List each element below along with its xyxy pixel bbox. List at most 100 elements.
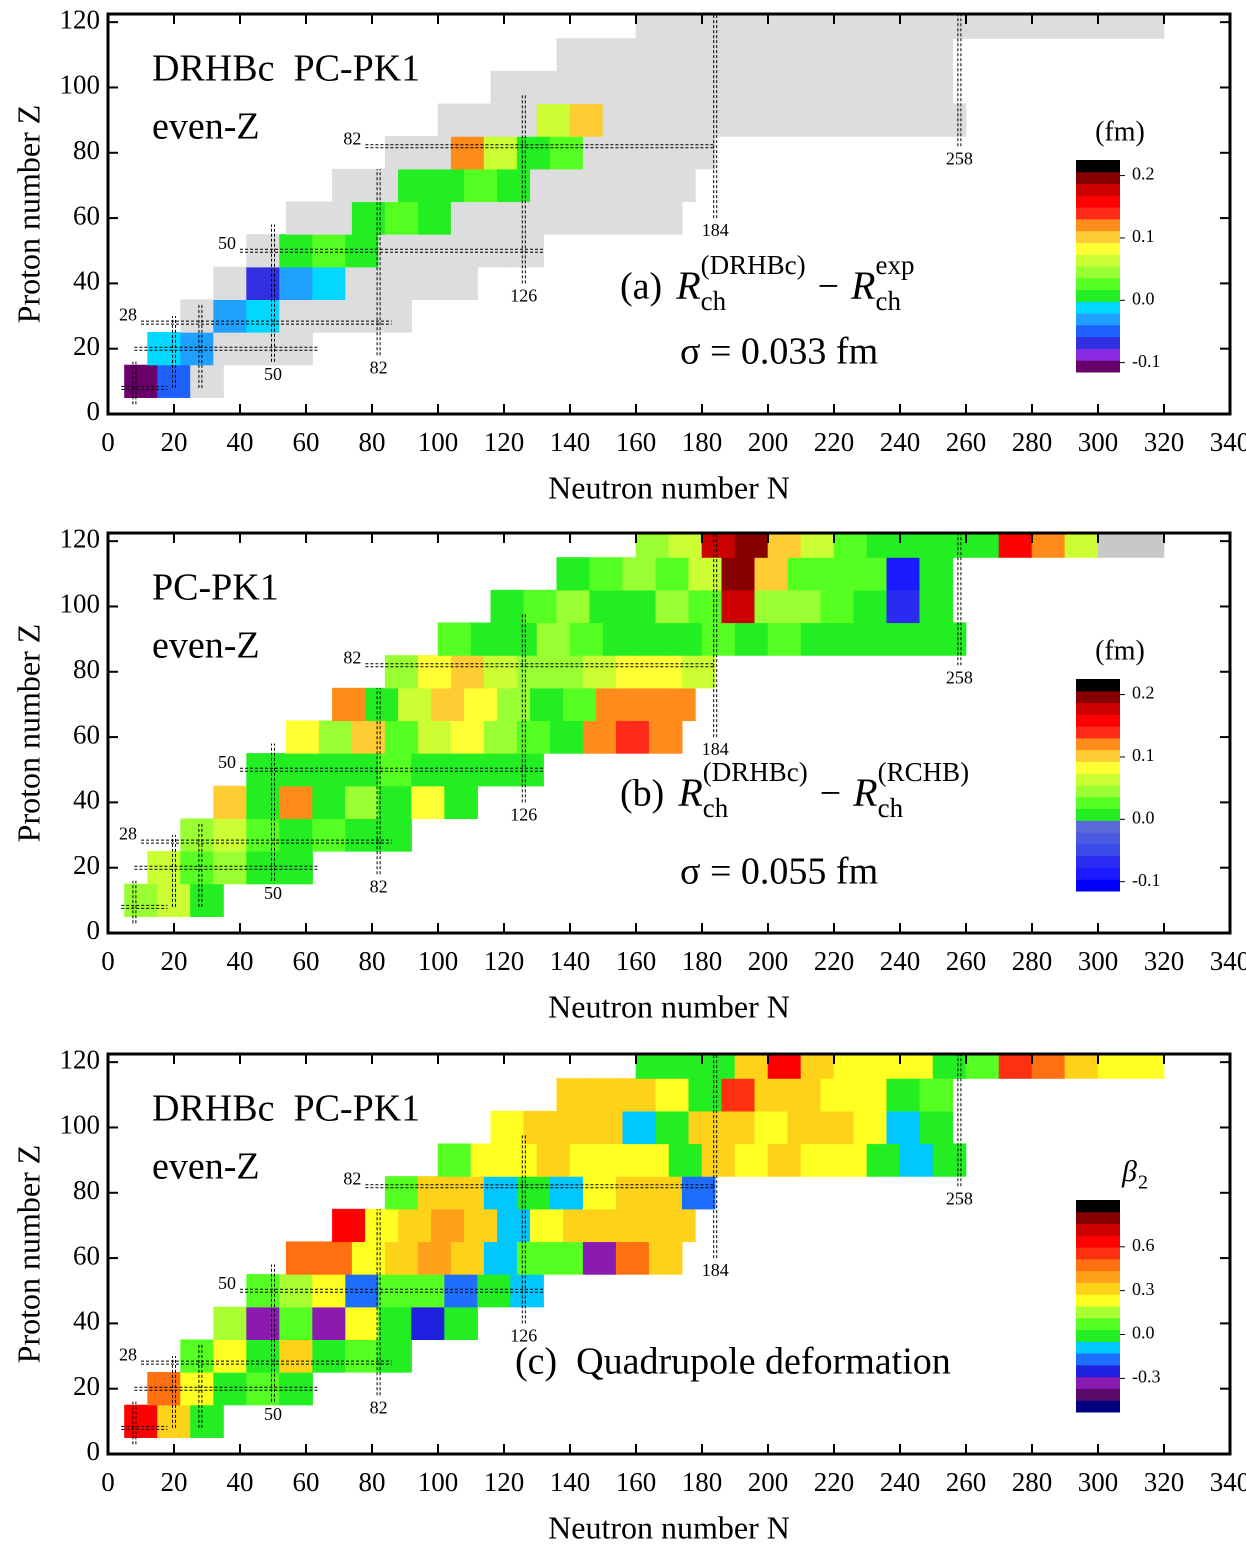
nuclide-cell-nodata	[721, 38, 756, 72]
colorbar-tick-label: -0.3	[1132, 1366, 1161, 1386]
nuclide-cell	[279, 1306, 313, 1341]
nuclide-cell	[787, 589, 822, 624]
nuclide-cell-nodata	[378, 234, 412, 268]
nuclide-cell	[483, 136, 518, 170]
nuclide-cell	[477, 1274, 511, 1308]
nuclide-cell	[602, 1143, 637, 1177]
panel-title: PC-PK1	[152, 567, 279, 609]
nuclide-cell	[549, 720, 584, 754]
y-tick-label: 60	[73, 719, 100, 749]
x-tick-label: 260	[946, 1467, 987, 1497]
colorbar-swatch	[1076, 808, 1120, 821]
nuclide-cell-nodata	[721, 70, 756, 105]
nuclide-cell-nodata	[510, 234, 544, 268]
nuclide-cell	[503, 622, 538, 656]
nuclide-cell	[681, 1176, 716, 1210]
plot-frame	[106, 531, 1232, 935]
nuclide-cell	[417, 201, 452, 235]
nuclide-cell-nodata	[886, 38, 921, 72]
y-tick-label: 60	[73, 200, 100, 230]
nuclide-cell-nodata	[180, 299, 214, 333]
x-tick-label: 60	[293, 427, 320, 457]
x-axis-label: Neutron number N	[548, 469, 790, 505]
annotation-symbol: R	[675, 263, 700, 308]
y-tick-label: 0	[87, 915, 101, 945]
nuclide-cell	[754, 589, 789, 624]
nuclide-cell	[833, 1054, 868, 1079]
nuclide-cell	[345, 818, 379, 852]
nuclide-cell-nodata	[444, 266, 478, 301]
nuclide-cell	[332, 1208, 366, 1243]
nuclide-cell	[444, 785, 478, 820]
magic-label: 126	[510, 1326, 537, 1346]
colorbar-swatch	[1076, 1282, 1120, 1295]
nuclide-cell	[190, 1404, 224, 1438]
nuclide-cell	[899, 533, 934, 558]
nuclide-cell-nodata	[602, 103, 637, 137]
nuclide-cell	[384, 1241, 419, 1275]
nuclide-cell-nodata	[787, 70, 822, 105]
nuclide-cell-nodata	[853, 38, 888, 72]
nuclide-cell	[124, 364, 158, 398]
nuclide-cell-nodata	[589, 70, 624, 105]
nuclide-cell	[615, 655, 650, 689]
nuclide-cell	[398, 1208, 432, 1243]
nuclide-cell-nodata	[701, 103, 736, 137]
nuclide-cell	[549, 655, 584, 689]
nuclide-cell	[464, 168, 498, 203]
nuclide-cell	[754, 1078, 789, 1112]
magic-label: 184	[702, 220, 729, 240]
colorbar-swatch	[1076, 690, 1120, 704]
magic-label: 258	[946, 667, 973, 687]
nuclide-cell	[431, 168, 465, 203]
colorbar-swatch	[1076, 324, 1120, 338]
nuclide-cell	[655, 1078, 690, 1112]
nuclide-cell	[1130, 1054, 1165, 1079]
colorbar-title: (fm)	[1095, 635, 1145, 666]
nuclide-cell	[345, 753, 379, 787]
nuclide-cell-nodata	[450, 201, 485, 235]
nuclide-cell	[312, 785, 346, 820]
nuclide-cell	[582, 720, 617, 754]
nuclide-cell	[536, 1143, 571, 1177]
x-tick-label: 240	[880, 427, 921, 457]
nuclide-cell-nodata	[754, 70, 789, 105]
nuclide-cell-nodata	[1130, 533, 1165, 558]
x-axis-label: Neutron number N	[548, 1509, 790, 1545]
x-tick-label: 20	[161, 946, 188, 976]
nuclide-cell-nodata	[378, 299, 412, 333]
magic-label: 50	[264, 1404, 282, 1424]
nuclide-cell	[965, 533, 1000, 558]
nuclide-cell-nodata	[523, 70, 558, 105]
colorbar-title: (fm)	[1095, 116, 1145, 147]
nuclide-cell	[866, 1054, 901, 1079]
nuclide-cell	[378, 818, 412, 852]
nuclide-cell-nodata	[384, 136, 419, 170]
x-tick-label: 140	[550, 946, 591, 976]
nuclide-cell	[853, 1110, 888, 1145]
colorbar-swatch	[1076, 1353, 1120, 1366]
nuclide-cell	[899, 622, 934, 656]
x-tick-label: 320	[1144, 1467, 1185, 1497]
nuclide-cell	[213, 785, 247, 820]
x-tick-label: 180	[682, 1467, 723, 1497]
nuclide-cell	[411, 1306, 445, 1341]
nuclide-cell-nodata	[998, 14, 1033, 39]
colorbar-tick-label: -0.1	[1132, 351, 1161, 371]
colorbar-swatch	[1076, 1211, 1120, 1225]
nuclide-cell-nodata	[490, 70, 525, 105]
nuclide-cell	[886, 557, 921, 591]
x-tick-label: 300	[1078, 946, 1119, 976]
colorbar-tick-label: 0.2	[1132, 164, 1155, 184]
nuclide-cell-nodata	[820, 70, 855, 105]
colorbar-swatch	[1076, 832, 1120, 845]
nuclide-cell	[483, 720, 518, 754]
nuclide-cell	[820, 557, 855, 591]
nuclide-cell-nodata	[345, 266, 379, 301]
nuclide-cell	[787, 1110, 822, 1145]
nuclide-cell	[1097, 1054, 1132, 1079]
nuclide-cell	[279, 1339, 313, 1373]
nuclide-cell	[721, 1110, 756, 1145]
nuclide-cell-nodata	[582, 201, 617, 235]
nuclide-cell	[549, 1176, 584, 1210]
